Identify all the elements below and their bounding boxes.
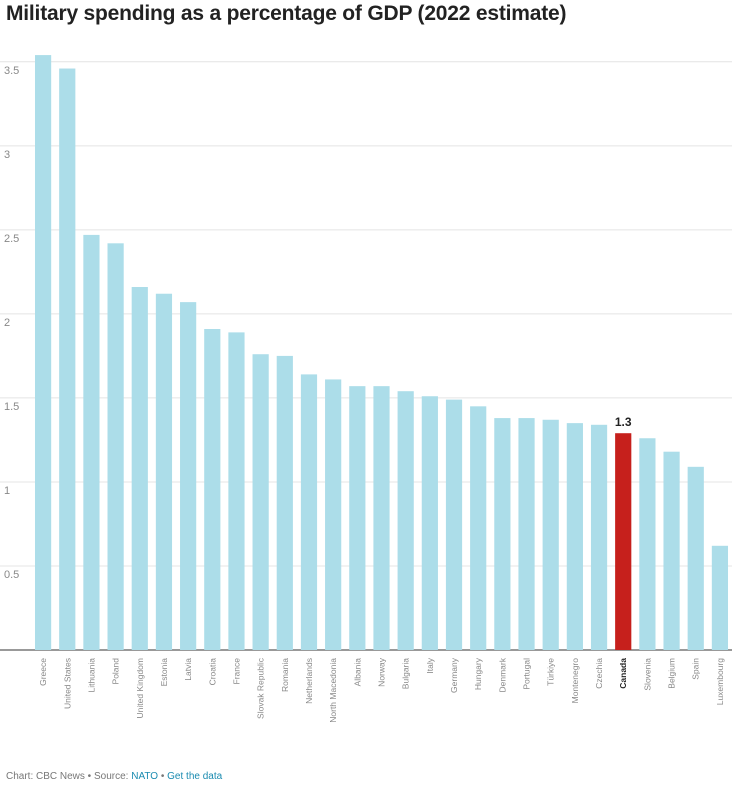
bar-croatia[interactable]	[204, 329, 221, 650]
x-tick-label: Netherlands	[304, 658, 314, 704]
x-tick-label: Romania	[280, 658, 290, 692]
x-axis: Greece United States Lithuania Poland United…	[38, 657, 725, 722]
bar-t-rkiye[interactable]	[542, 419, 559, 650]
x-tick-label: Portugal	[522, 658, 532, 690]
bar-slovak-republic[interactable]	[252, 354, 269, 650]
bar-germany[interactable]	[445, 399, 463, 650]
bar-italy[interactable]	[421, 396, 438, 650]
x-tick-label: Slovenia	[642, 658, 652, 691]
x-tick-label: Italy	[425, 657, 435, 673]
footer-separator: •	[158, 771, 168, 782]
bar-poland[interactable]	[107, 243, 124, 651]
x-tick-label: Denmark	[497, 657, 507, 692]
x-tick-label: France	[231, 658, 241, 685]
x-tick-label: Luxembourg	[715, 658, 725, 706]
bar-hungary[interactable]	[470, 406, 487, 650]
bar-chart: 0.5 1 1.5 2 2.5 3 3.5 1.3 Greece United States L…	[0, 55, 732, 723]
x-tick-label: Germany	[449, 657, 459, 693]
bar-estonia[interactable]	[155, 293, 173, 650]
y-tick-label: 3	[4, 149, 10, 161]
x-tick-label: Lithuania	[86, 658, 96, 693]
x-tick-label: Türkiye	[546, 658, 556, 686]
x-tick-label: Poland	[111, 658, 121, 685]
y-tick-label: 3.5	[4, 65, 19, 77]
bar-greece[interactable]	[34, 55, 52, 651]
x-tick-label: Canada	[618, 658, 628, 689]
x-tick-label: Slovak Republic	[256, 657, 266, 719]
bars: 1.3	[34, 55, 729, 651]
x-tick-label: Spain	[691, 658, 701, 680]
footer-credit: Chart: CBC News • Source:	[6, 771, 132, 782]
x-tick-label: North Macedonia	[328, 658, 338, 723]
bar-albania[interactable]	[349, 386, 366, 650]
bar-romania[interactable]	[276, 355, 293, 650]
bar-norway[interactable]	[373, 386, 390, 650]
x-tick-label: Bulgaria	[401, 658, 411, 689]
get-data-link[interactable]: Get the data	[167, 771, 223, 782]
bar-montenegro[interactable]	[566, 423, 583, 650]
x-tick-label: Estonia	[159, 658, 169, 687]
x-tick-label: Czechia	[594, 658, 604, 689]
y-tick-label: 0.5	[4, 569, 19, 581]
bar-belgium[interactable]	[663, 451, 680, 650]
data-label: 1.3	[615, 415, 632, 429]
bar-canada[interactable]	[615, 433, 632, 650]
bar-netherlands[interactable]	[300, 374, 318, 650]
x-tick-label: Norway	[377, 657, 387, 687]
source-link[interactable]: NATO	[131, 771, 159, 782]
bar-lithuania[interactable]	[83, 234, 100, 650]
bar-united-kingdom[interactable]	[131, 287, 148, 650]
bar-latvia[interactable]	[180, 302, 197, 650]
bar-bulgaria[interactable]	[397, 391, 414, 650]
bar-spain[interactable]	[687, 466, 704, 650]
x-tick-label: Hungary	[473, 657, 483, 690]
y-tick-label: 2	[4, 317, 10, 329]
chart-title: Military spending as a percentage of GDP…	[6, 2, 567, 25]
x-tick-label: Belgium	[667, 658, 677, 689]
x-tick-label: Albania	[352, 658, 362, 687]
x-tick-label: Montenegro	[570, 658, 580, 704]
x-tick-label: United States	[62, 658, 72, 709]
y-axis: 0.5 1 1.5 2 2.5 3 3.5	[4, 65, 19, 581]
x-tick-label: Latvia	[183, 658, 193, 681]
bar-czechia[interactable]	[590, 424, 608, 650]
bar-north-macedonia[interactable]	[325, 379, 342, 650]
bar-slovenia[interactable]	[639, 438, 656, 650]
y-tick-label: 1	[4, 485, 10, 497]
bar-united-states[interactable]	[59, 68, 76, 651]
x-tick-label: United Kingdom	[135, 658, 145, 718]
bar-france[interactable]	[228, 332, 245, 650]
bar-luxembourg[interactable]	[711, 545, 729, 650]
x-tick-label: Croatia	[207, 658, 217, 686]
chart-footer: Chart: CBC News • Source: NATO • Get the…	[6, 771, 222, 782]
y-tick-label: 1.5	[4, 401, 19, 413]
y-tick-label: 2.5	[4, 233, 19, 245]
bar-denmark[interactable]	[494, 418, 511, 650]
x-tick-label: Greece	[38, 658, 48, 686]
bar-portugal[interactable]	[518, 418, 535, 650]
